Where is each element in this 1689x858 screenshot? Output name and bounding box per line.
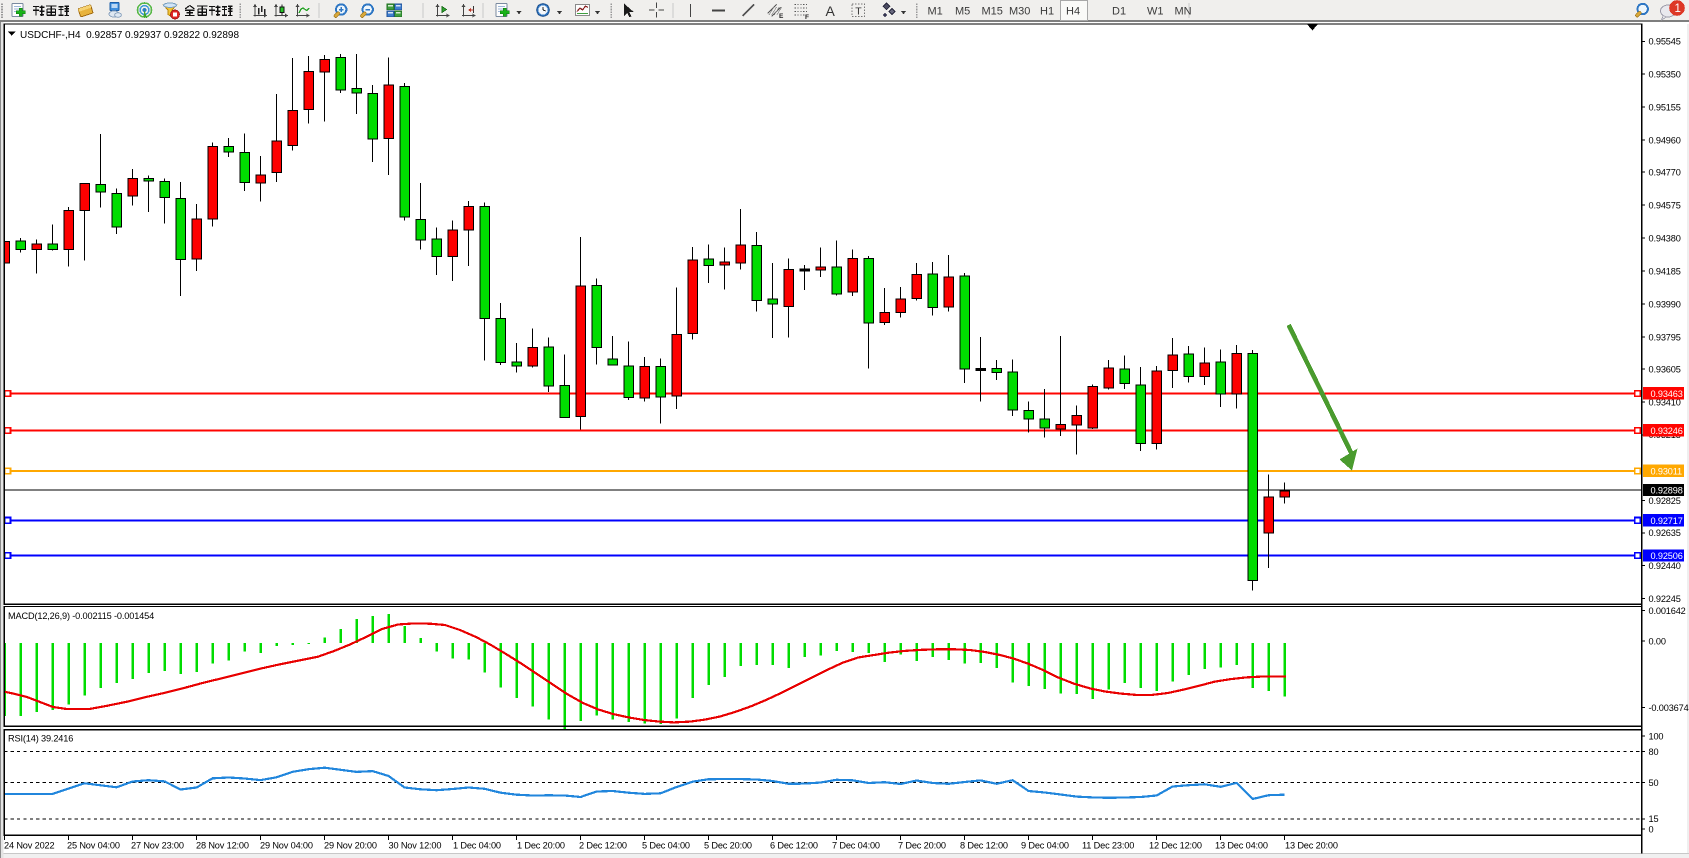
svg-text:H4: H4 [1066,6,1080,18]
svg-text:M30: M30 [1009,6,1030,18]
svg-text:M1: M1 [928,6,943,18]
svg-text:27 Nov 23:00: 27 Nov 23:00 [131,841,184,851]
svg-text:80: 80 [1649,747,1659,757]
svg-text:1 Dec 04:00: 1 Dec 04:00 [453,841,501,851]
svg-text:RSI(14) 39.2416: RSI(14) 39.2416 [8,734,73,744]
svg-text:24 Nov 2022: 24 Nov 2022 [4,841,54,851]
svg-text:0.92440: 0.92440 [1649,561,1681,571]
svg-text:5 Dec 20:00: 5 Dec 20:00 [704,841,752,851]
svg-text:0.94575: 0.94575 [1649,201,1681,211]
svg-text:0.93011: 0.93011 [1651,466,1683,476]
svg-text:H1: H1 [1040,6,1054,18]
svg-text:8 Dec 12:00: 8 Dec 12:00 [960,841,1008,851]
svg-text:29 Nov 04:00: 29 Nov 04:00 [260,841,313,851]
svg-text:0.92825: 0.92825 [1649,496,1681,506]
svg-text:0.00: 0.00 [1649,637,1666,647]
svg-text:USDCHF-,H4 0.92857 0.92937 0.: USDCHF-,H4 0.92857 0.92937 0.92822 0.928… [20,30,239,41]
svg-text:5 Dec 04:00: 5 Dec 04:00 [642,841,690,851]
svg-text:M15: M15 [982,6,1003,18]
svg-text:D1: D1 [1112,6,1126,18]
svg-text:MN: MN [1175,6,1192,18]
svg-text:9 Dec 04:00: 9 Dec 04:00 [1021,841,1069,851]
svg-text:0.94380: 0.94380 [1649,234,1681,244]
svg-text:0.001642: 0.001642 [1649,606,1686,616]
svg-text:0.93463: 0.93463 [1651,389,1683,399]
svg-text:0.95350: 0.95350 [1649,70,1681,80]
svg-text:W1: W1 [1147,6,1164,18]
svg-text:0.94960: 0.94960 [1649,136,1681,146]
svg-text:25 Nov 04:00: 25 Nov 04:00 [67,841,120,851]
svg-text:-0.003674: -0.003674 [1649,703,1689,713]
svg-text:MACD(12,26,9) -0.002115 -0.001: MACD(12,26,9) -0.002115 -0.001454 [8,611,154,621]
svg-text:0.94185: 0.94185 [1649,266,1681,276]
svg-text:F: F [805,14,809,21]
svg-text:0.92635: 0.92635 [1649,528,1681,538]
svg-text:0.94770: 0.94770 [1649,168,1681,178]
svg-text:29 Nov 20:00: 29 Nov 20:00 [324,841,377,851]
svg-text:6 Dec 12:00: 6 Dec 12:00 [770,841,818,851]
svg-text:30 Nov 12:00: 30 Nov 12:00 [389,841,442,851]
svg-text:100: 100 [1649,732,1664,742]
svg-text:0: 0 [1649,825,1654,835]
svg-text:15: 15 [1649,814,1659,824]
svg-text:0.92506: 0.92506 [1651,551,1683,561]
svg-text:12 Dec 12:00: 12 Dec 12:00 [1149,841,1202,851]
svg-text:13 Dec 20:00: 13 Dec 20:00 [1285,841,1338,851]
svg-text:0.95545: 0.95545 [1649,37,1681,47]
svg-text:0.93990: 0.93990 [1649,299,1681,309]
svg-text:2 Dec 12:00: 2 Dec 12:00 [579,841,627,851]
svg-text:28 Nov 12:00: 28 Nov 12:00 [196,841,249,851]
svg-text:0.93795: 0.93795 [1649,332,1681,342]
svg-text:M5: M5 [955,6,970,18]
svg-text:7 Dec 20:00: 7 Dec 20:00 [898,841,946,851]
svg-text:50: 50 [1649,778,1659,788]
svg-text:E: E [779,13,784,20]
svg-text:0.92898: 0.92898 [1651,485,1683,495]
svg-text:0.95155: 0.95155 [1649,103,1681,113]
svg-text:1 Dec 20:00: 1 Dec 20:00 [517,841,565,851]
svg-text:A: A [826,3,836,19]
svg-text:1: 1 [1675,3,1681,15]
svg-text:0.92717: 0.92717 [1651,516,1683,526]
svg-text:11 Dec 23:00: 11 Dec 23:00 [1082,841,1134,851]
svg-text:0.93605: 0.93605 [1649,364,1681,374]
svg-text:0.93410: 0.93410 [1649,397,1681,407]
svg-text:T: T [855,6,862,18]
svg-text:13 Dec 04:00: 13 Dec 04:00 [1215,841,1268,851]
svg-text:7 Dec 04:00: 7 Dec 04:00 [832,841,880,851]
svg-text:0.92245: 0.92245 [1649,594,1681,604]
svg-text:0.93246: 0.93246 [1651,426,1683,436]
